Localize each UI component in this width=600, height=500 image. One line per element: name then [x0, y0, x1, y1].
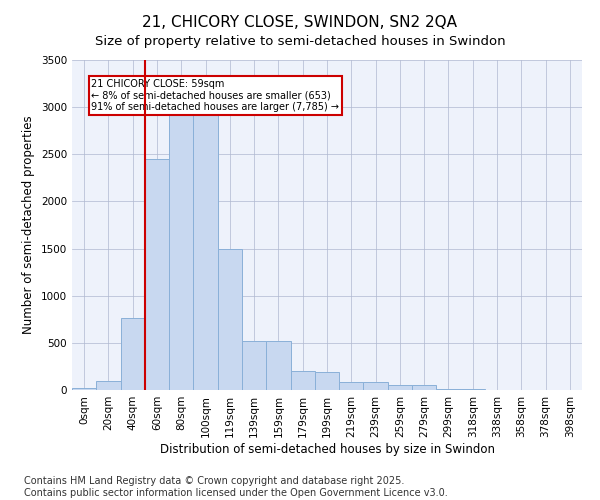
Bar: [72, 388, 96, 390]
Bar: [193, 112, 218, 390]
Text: 21 CHICORY CLOSE: 59sqm
← 8% of semi-detached houses are smaller (653)
91% of se: 21 CHICORY CLOSE: 59sqm ← 8% of semi-det…: [91, 79, 340, 112]
Bar: [388, 386, 412, 390]
Bar: [339, 382, 364, 390]
Bar: [121, 318, 145, 390]
Bar: [364, 382, 388, 390]
Bar: [436, 388, 461, 390]
Y-axis label: Number of semi-detached properties: Number of semi-detached properties: [22, 116, 35, 334]
Bar: [218, 248, 242, 390]
Text: Contains HM Land Registry data © Crown copyright and database right 2025.
Contai: Contains HM Land Registry data © Crown c…: [24, 476, 448, 498]
Bar: [266, 341, 290, 390]
Bar: [145, 159, 169, 390]
Bar: [169, 112, 193, 390]
Bar: [242, 341, 266, 390]
Bar: [96, 381, 121, 390]
Text: 21, CHICORY CLOSE, SWINDON, SN2 2QA: 21, CHICORY CLOSE, SWINDON, SN2 2QA: [143, 15, 458, 30]
Bar: [315, 372, 339, 390]
Text: Size of property relative to semi-detached houses in Swindon: Size of property relative to semi-detach…: [95, 35, 505, 48]
X-axis label: Distribution of semi-detached houses by size in Swindon: Distribution of semi-detached houses by …: [160, 442, 494, 456]
Bar: [412, 386, 436, 390]
Bar: [290, 371, 315, 390]
Bar: [461, 388, 485, 390]
